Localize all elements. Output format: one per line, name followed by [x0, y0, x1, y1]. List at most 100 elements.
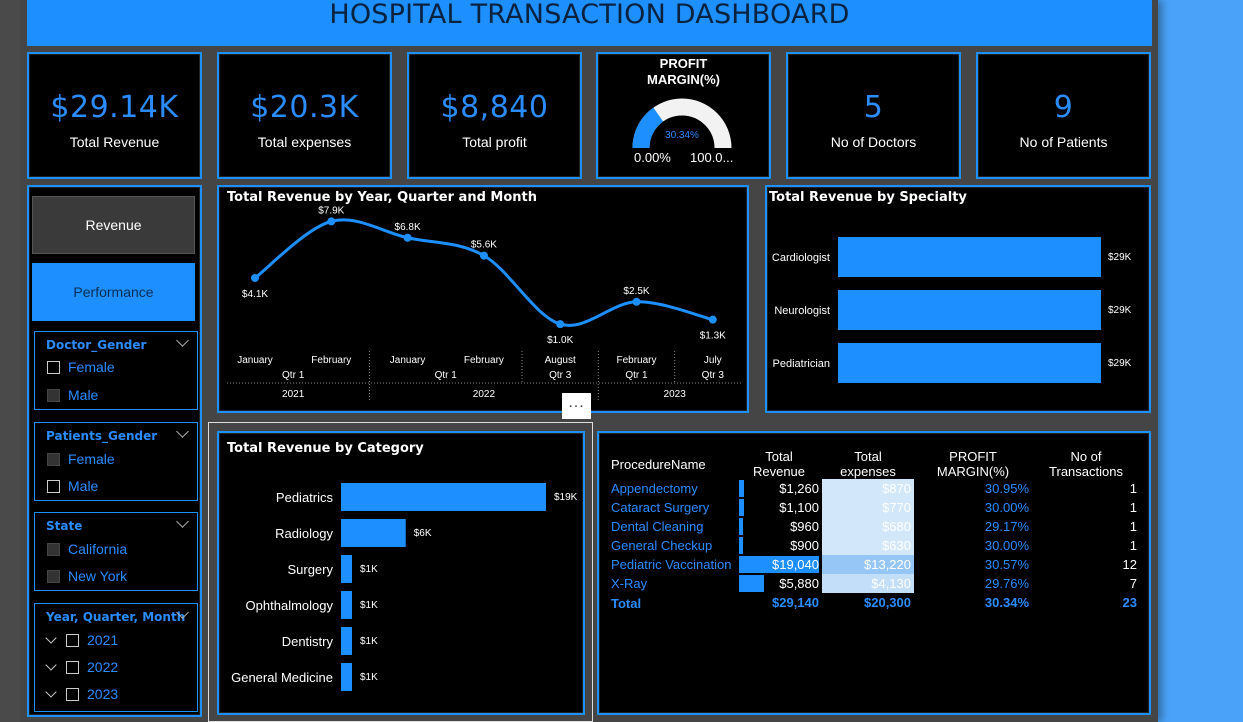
more-options-icon[interactable]: ...: [562, 393, 591, 419]
slicer-option-2022[interactable]: 2022: [45, 658, 118, 675]
kpi-total-expenses[interactable]: $20.3K Total expenses: [217, 52, 392, 179]
category-label: Dentistry: [282, 634, 334, 649]
dashboard-header: HOSPITAL TRANSACTION DASHBOARD: [27, 0, 1152, 46]
column-header[interactable]: Total expenses: [840, 449, 896, 479]
category-bar[interactable]: [341, 627, 352, 655]
slicer-option-2023[interactable]: 2023: [45, 685, 118, 702]
checkbox[interactable]: [47, 360, 60, 374]
total-revenue: $29,140: [772, 595, 819, 610]
checkbox[interactable]: [66, 633, 79, 647]
line-point[interactable]: [556, 320, 565, 329]
checkbox[interactable]: [47, 452, 60, 466]
procedure-name: X-Ray: [611, 576, 648, 591]
line-point[interactable]: [251, 273, 259, 282]
table-row[interactable]: Dental Cleaning $960 $680 29.17% 1: [608, 517, 1140, 536]
revenue-button[interactable]: Revenue: [32, 196, 195, 254]
line-point[interactable]: [403, 233, 412, 242]
line-point[interactable]: [632, 297, 641, 306]
expand-chevron-icon[interactable]: [45, 658, 57, 671]
kpi-label: No of Doctors: [830, 134, 917, 150]
data-label: $6.8K: [395, 222, 421, 233]
revenue-value: $1,260: [779, 481, 819, 496]
revenue-value: $19,040: [772, 557, 819, 572]
quarter-tick-label: Qtr 1: [625, 370, 648, 381]
gauge-min-label: 0.00%: [634, 150, 671, 165]
checkbox[interactable]: [66, 687, 79, 701]
category-bar[interactable]: [341, 519, 406, 547]
performance-button[interactable]: Performance: [32, 263, 195, 321]
checkbox[interactable]: [47, 479, 60, 493]
transactions-cell: 1: [1129, 519, 1137, 534]
line-point[interactable]: [708, 315, 717, 324]
revenue-databar: [739, 518, 743, 535]
column-header[interactable]: Total Revenue: [752, 449, 806, 479]
kpi-value: $29.14K: [50, 90, 179, 125]
slicer-option-california[interactable]: California: [47, 541, 127, 557]
slicer-option-female[interactable]: Female: [47, 451, 115, 467]
expenses-cell: $680: [822, 517, 914, 536]
data-label: $29K: [1108, 358, 1132, 369]
data-label: $29K: [1108, 305, 1132, 316]
line-point[interactable]: [479, 251, 488, 260]
slicer-option-new-york[interactable]: New York: [47, 568, 127, 584]
table-row[interactable]: Cataract Surgery $1,100 $770 30.00% 1: [608, 498, 1140, 517]
kpi-value: 9: [1053, 90, 1074, 125]
data-label: $5.6K: [471, 240, 497, 251]
month-tick-label: August: [545, 355, 576, 366]
slicer-option-female[interactable]: Female: [47, 359, 115, 375]
option-label: Female: [68, 451, 115, 467]
category-label: Surgery: [287, 562, 333, 577]
specialty-bar[interactable]: [838, 237, 1101, 277]
chevron-down-icon[interactable]: [176, 425, 189, 438]
slicer-option-male[interactable]: Male: [47, 478, 98, 494]
category-label: Pediatrics: [276, 490, 334, 505]
slicer-option-2021[interactable]: 2021: [45, 631, 119, 648]
column-header[interactable]: No of Transactions: [1049, 449, 1123, 479]
expand-chevron-icon[interactable]: [45, 631, 57, 644]
column-header[interactable]: ProcedureName: [611, 456, 706, 472]
month-tick-label: February: [616, 355, 656, 366]
slicer-option-male[interactable]: Male: [47, 387, 98, 403]
category-bar[interactable]: [341, 591, 352, 619]
specialty-bar[interactable]: [838, 343, 1101, 383]
expenses-cell: $770: [822, 498, 914, 517]
expenses-cell: $13,220: [822, 555, 914, 574]
option-label: Female: [68, 359, 115, 375]
option-label: Male: [68, 478, 99, 494]
chevron-down-icon[interactable]: [176, 334, 189, 347]
checkbox[interactable]: [47, 542, 60, 556]
revenue-by-category-chart[interactable]: Total Revenue by Category Pediatrics $19K…: [217, 431, 585, 715]
specialty-bar[interactable]: [838, 290, 1101, 330]
table-row[interactable]: Pediatric Vaccination $19,040 $13,220 30.57…: [608, 555, 1140, 574]
revenue-by-specialty-chart[interactable]: Total Revenue by Specialty Cardiologist $…: [765, 185, 1151, 413]
gauge-fill: [632, 107, 664, 149]
kpi-no-of-patients[interactable]: 9 No of Patients: [976, 52, 1151, 179]
table-total-row: Total $29,140 $20,300 30.34% 23: [608, 593, 1140, 612]
table-row[interactable]: Appendectomy $1,260 $870 30.95% 1: [608, 479, 1140, 498]
checkbox[interactable]: [47, 569, 60, 583]
gauge-profit-margin[interactable]: PROFIT MARGIN(%) 30.34% 0.00% 100.0...: [596, 52, 771, 179]
doctor-gender-slicer: Doctor_Gender Female Male: [34, 331, 198, 410]
month-tick-label: July: [704, 355, 722, 366]
revenue-by-period-chart[interactable]: Total Revenue by Year, Quarter and Month…: [217, 185, 749, 413]
table-row[interactable]: X-Ray $5,880 $4,130 29.76% 7: [608, 574, 1140, 593]
kpi-no-of-doctors[interactable]: 5 No of Doctors: [786, 52, 961, 179]
chevron-down-icon[interactable]: [176, 515, 189, 528]
kpi-total-revenue[interactable]: $29.14K Total Revenue: [27, 52, 202, 179]
category-bar[interactable]: [341, 555, 352, 583]
checkbox[interactable]: [47, 388, 60, 402]
specialty-chart-svg: Cardiologist $29K Neurologist $29K Pediatric…: [772, 237, 1132, 383]
quarter-tick-label: Qtr 1: [435, 370, 458, 381]
category-bar[interactable]: [341, 483, 546, 511]
kpi-total-profit[interactable]: $8,840 Total profit: [407, 52, 582, 179]
option-label: 2021: [87, 632, 119, 648]
category-bar[interactable]: [341, 663, 352, 691]
line-point[interactable]: [327, 217, 336, 226]
expenses-cell: $630: [822, 536, 914, 555]
column-header[interactable]: PROFIT MARGIN(%): [936, 449, 1010, 479]
checkbox[interactable]: [66, 660, 79, 674]
year-tick-label: 2021: [282, 389, 305, 400]
expand-chevron-icon[interactable]: [45, 685, 57, 698]
revenue-value: $960: [790, 519, 819, 534]
table-row[interactable]: General Checkup $900 $630 30.00% 1: [608, 536, 1140, 555]
